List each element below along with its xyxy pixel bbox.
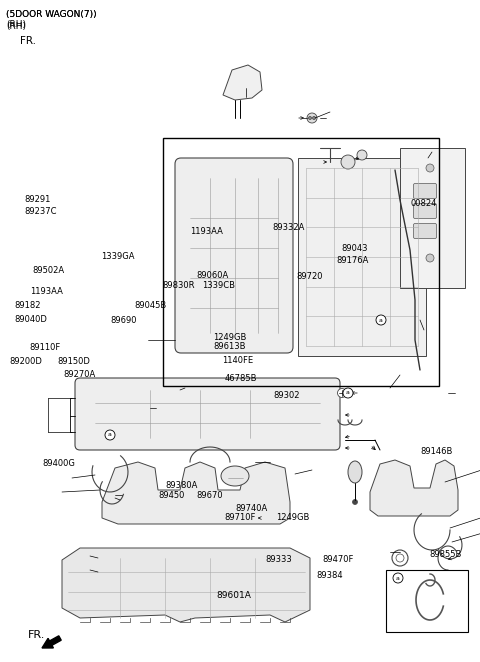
Text: a: a <box>379 318 383 322</box>
Text: 89601A: 89601A <box>216 591 251 600</box>
Circle shape <box>309 117 312 120</box>
Text: 89470F: 89470F <box>323 555 354 564</box>
Text: 89291: 89291 <box>24 195 50 205</box>
Text: a: a <box>346 391 350 395</box>
Text: 89380A: 89380A <box>166 481 198 491</box>
Circle shape <box>337 389 347 397</box>
Text: 00824: 00824 <box>410 199 437 209</box>
Text: (RH): (RH) <box>6 19 26 28</box>
Text: 1339CB: 1339CB <box>202 281 235 291</box>
Circle shape <box>357 150 367 160</box>
Text: 89060A: 89060A <box>197 271 229 280</box>
Polygon shape <box>102 462 290 524</box>
Text: 89043: 89043 <box>342 244 368 254</box>
Text: (5DOOR WAGON(7)): (5DOOR WAGON(7)) <box>6 9 96 19</box>
Text: 89176A: 89176A <box>336 256 368 265</box>
Text: 89740A: 89740A <box>235 504 267 513</box>
Text: 89690: 89690 <box>110 316 137 325</box>
Text: FR.: FR. <box>20 36 36 46</box>
Text: a: a <box>396 575 400 581</box>
Text: 1193AA: 1193AA <box>190 227 223 236</box>
Text: 89720: 89720 <box>297 272 323 281</box>
Circle shape <box>341 155 355 169</box>
FancyBboxPatch shape <box>175 158 293 353</box>
Text: 89670: 89670 <box>197 491 223 500</box>
Text: 1339GA: 1339GA <box>101 252 134 261</box>
Text: 89045B: 89045B <box>134 301 167 310</box>
Text: 89855B: 89855B <box>430 550 462 559</box>
Text: 1140FE: 1140FE <box>222 355 253 365</box>
Circle shape <box>376 315 386 325</box>
Text: 89710F: 89710F <box>225 513 256 522</box>
Text: a: a <box>108 432 112 438</box>
Text: 89040D: 89040D <box>14 314 47 324</box>
Circle shape <box>426 254 434 262</box>
Polygon shape <box>223 65 262 100</box>
Circle shape <box>352 500 358 504</box>
Polygon shape <box>370 460 458 516</box>
Text: 89237C: 89237C <box>24 207 57 216</box>
Text: 89333: 89333 <box>265 555 292 564</box>
Circle shape <box>105 430 115 440</box>
Text: 89450: 89450 <box>158 491 185 500</box>
Text: 1249GB: 1249GB <box>213 333 247 342</box>
Text: 46785B: 46785B <box>225 373 257 383</box>
Text: 89400G: 89400G <box>42 459 75 468</box>
Text: 89200D: 89200D <box>10 357 42 366</box>
Ellipse shape <box>348 461 362 483</box>
FancyBboxPatch shape <box>413 224 436 238</box>
Text: 89110F: 89110F <box>30 343 61 352</box>
Bar <box>163 138 439 386</box>
FancyBboxPatch shape <box>75 378 340 450</box>
Text: 89830R: 89830R <box>162 281 195 291</box>
Circle shape <box>343 388 353 398</box>
Text: (RH): (RH) <box>6 21 26 30</box>
FancyBboxPatch shape <box>413 183 436 199</box>
FancyBboxPatch shape <box>298 158 426 356</box>
Text: 89332A: 89332A <box>273 223 305 232</box>
Text: 1193AA: 1193AA <box>30 287 62 296</box>
Polygon shape <box>62 548 310 622</box>
FancyBboxPatch shape <box>413 203 436 218</box>
Text: FR.: FR. <box>28 630 46 640</box>
Circle shape <box>393 573 403 583</box>
Text: 89302: 89302 <box>274 391 300 401</box>
Text: 89182: 89182 <box>14 301 41 310</box>
Circle shape <box>307 113 317 123</box>
Text: 1249GB: 1249GB <box>276 513 310 522</box>
Ellipse shape <box>221 466 249 486</box>
Bar <box>386 570 468 632</box>
Circle shape <box>426 164 434 172</box>
Text: 89502A: 89502A <box>33 265 65 275</box>
Text: 89613B: 89613B <box>213 342 246 352</box>
Text: 89146B: 89146B <box>420 447 453 456</box>
FancyArrow shape <box>42 636 61 648</box>
Text: (5DOOR WAGON(7)): (5DOOR WAGON(7)) <box>6 9 96 19</box>
Text: 89270A: 89270A <box>63 369 96 379</box>
Text: 89150D: 89150D <box>58 357 90 366</box>
Circle shape <box>312 117 315 120</box>
Text: 89384: 89384 <box>317 571 343 581</box>
FancyBboxPatch shape <box>400 148 465 288</box>
